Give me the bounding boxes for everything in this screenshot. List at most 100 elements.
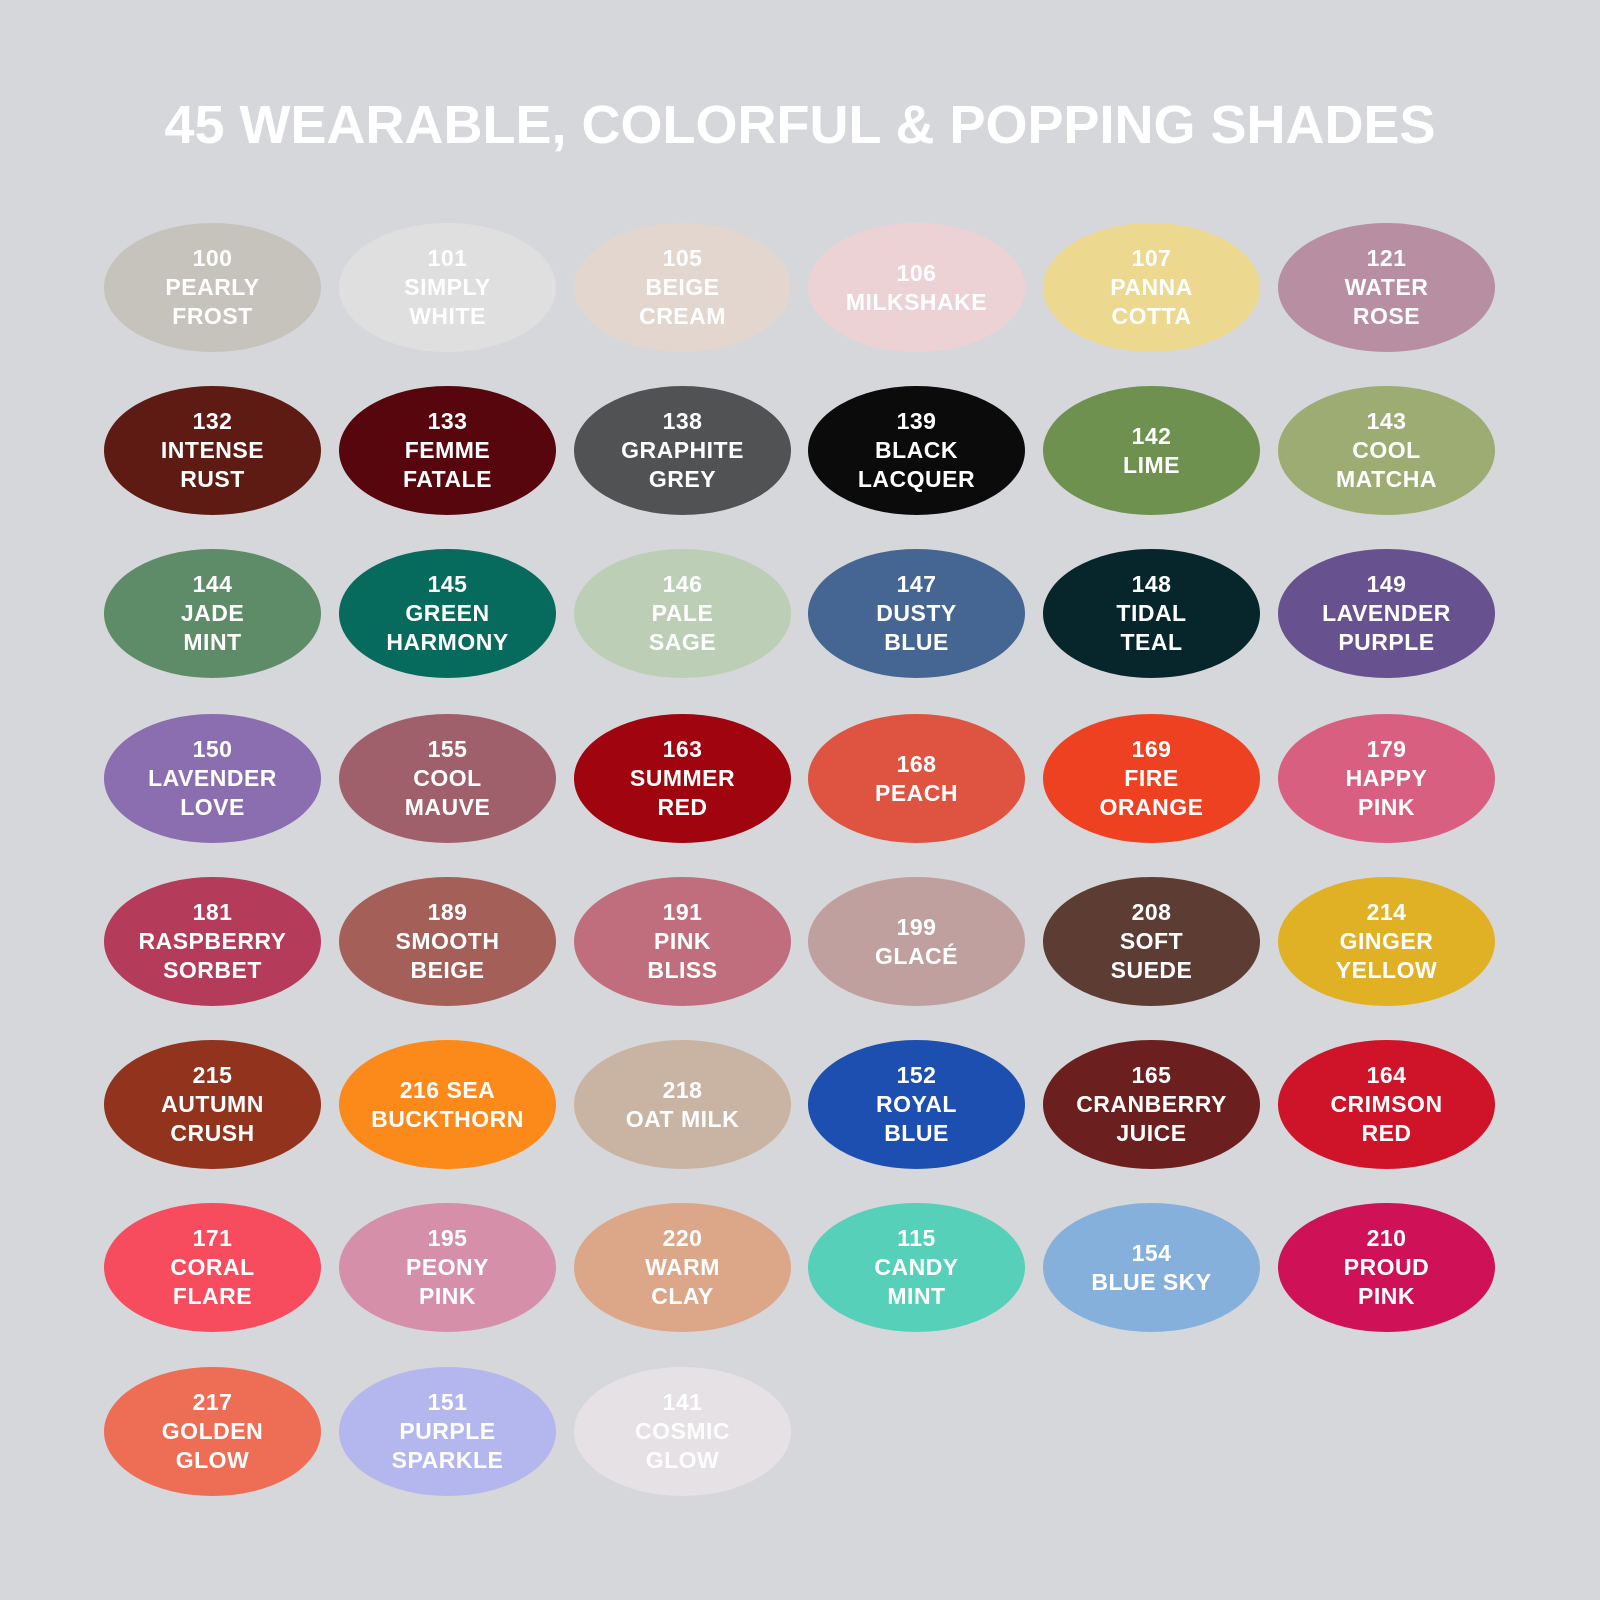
shade-number: 151 xyxy=(427,1389,468,1415)
shade-name: RUST xyxy=(180,466,245,492)
shade-number: 164 xyxy=(1366,1062,1407,1088)
shade-name: LOVE xyxy=(180,794,245,820)
shade-number: 121 xyxy=(1366,245,1407,271)
shade-name: JUICE xyxy=(1116,1120,1187,1146)
shade-name: MINT xyxy=(183,629,242,655)
shade-name: PROUD xyxy=(1343,1254,1430,1280)
shade-name: SUMMER xyxy=(629,765,736,791)
shade-name: ROSE xyxy=(1352,303,1421,329)
shade-number: 163 xyxy=(662,736,703,762)
shade-swatch: 144 JADE MINT xyxy=(104,549,321,678)
shade-name: GREY xyxy=(648,466,717,492)
shade-name: GOLDEN xyxy=(161,1418,264,1444)
shade-swatch: 220 WARM CLAY xyxy=(574,1203,791,1332)
shade-swatch: 181 RASPBERRY SORBET xyxy=(104,877,321,1006)
shade-name: GINGER xyxy=(1339,928,1434,954)
shade-name: WATER xyxy=(1344,274,1429,300)
shade-name: PANNA xyxy=(1110,274,1193,300)
shade-name: SAGE xyxy=(648,629,717,655)
shade-swatch: 154 BLUE SKY xyxy=(1043,1203,1260,1332)
shade-name: LACQUER xyxy=(857,466,976,492)
shade-number: 208 xyxy=(1131,899,1172,925)
shade-name: SOFT xyxy=(1119,928,1184,954)
shade-swatch: 139 BLACK LACQUER xyxy=(808,386,1025,515)
shade-number: 105 xyxy=(662,245,703,271)
shade-number: 189 xyxy=(427,899,468,925)
shade-number: 142 xyxy=(1131,422,1172,449)
shade-name: LAVENDER xyxy=(1322,600,1451,626)
shade-name: TIDAL xyxy=(1116,600,1187,626)
shade-number: 191 xyxy=(662,899,703,925)
shade-name: PEONY xyxy=(405,1254,490,1280)
shade-name: CLAY xyxy=(651,1283,714,1309)
shade-swatch: 215 AUTUMN CRUSH xyxy=(104,1040,321,1169)
shade-name: BLUE SKY xyxy=(1091,1268,1212,1295)
shade-number: 149 xyxy=(1366,571,1407,597)
shade-name: BEIGE xyxy=(410,957,485,983)
shade-name: CANDY xyxy=(874,1254,959,1280)
shade-swatch: 165 CRANBERRY JUICE xyxy=(1043,1040,1260,1169)
shade-name: CRIMSON xyxy=(1330,1091,1443,1117)
shade-name: RED xyxy=(657,794,708,820)
shade-swatch: 152 ROYAL BLUE xyxy=(808,1040,1025,1169)
shade-name: JADE xyxy=(180,600,245,626)
shade-name: BLACK xyxy=(875,437,958,463)
shade-number: 144 xyxy=(192,571,233,597)
shade-swatch: 121 WATER ROSE xyxy=(1278,223,1495,352)
shade-name: CRUSH xyxy=(170,1120,255,1146)
shade-swatch: 107 PANNA COTTA xyxy=(1043,223,1260,352)
shade-number: 217 xyxy=(192,1389,233,1415)
shade-name: AUTUMN xyxy=(161,1091,264,1117)
shade-name: GREEN xyxy=(405,600,490,626)
shade-number: 210 xyxy=(1366,1225,1407,1251)
shade-number: 132 xyxy=(192,408,233,434)
shade-number: 115 xyxy=(897,1225,936,1251)
shade-name: PEACH xyxy=(874,779,958,806)
shade-number: 143 xyxy=(1366,408,1407,434)
shade-number: 179 xyxy=(1366,736,1407,762)
shade-name: GLOW xyxy=(175,1447,250,1473)
shade-swatch: 217 GOLDEN GLOW xyxy=(104,1367,321,1496)
shade-swatch: 210 PROUD PINK xyxy=(1278,1203,1495,1332)
shade-name: HARMONY xyxy=(386,629,509,655)
shade-number: 106 xyxy=(896,259,937,286)
shade-swatch: 145 GREEN HARMONY xyxy=(339,549,556,678)
shade-name: RASPBERRY xyxy=(138,928,287,954)
shade-swatch: 189 SMOOTH BEIGE xyxy=(339,877,556,1006)
shade-name: GRAPHITE xyxy=(621,437,744,463)
shade-name: MINT xyxy=(887,1283,946,1309)
shade-name: SPARKLE xyxy=(391,1447,504,1473)
shade-number: 171 xyxy=(192,1225,233,1251)
shade-swatch: 138 GRAPHITE GREY xyxy=(574,386,791,515)
shade-swatch: 141 COSMIC GLOW xyxy=(574,1367,791,1496)
shade-swatch: 163 SUMMER RED xyxy=(574,714,791,843)
shade-name: FIRE xyxy=(1124,765,1179,791)
shade-name: COTTA xyxy=(1111,303,1192,329)
shade-name: PINK xyxy=(654,928,711,954)
shade-name: HAPPY xyxy=(1345,765,1428,791)
shade-number: 216 SEA xyxy=(399,1076,496,1103)
shade-number: 146 xyxy=(662,571,703,597)
shade-name: PINK xyxy=(1358,1283,1415,1309)
shade-name: SORBET xyxy=(163,957,262,983)
shade-swatch: 149 LAVENDER PURPLE xyxy=(1278,549,1495,678)
shade-swatch: 148 TIDAL TEAL xyxy=(1043,549,1260,678)
shade-number: 145 xyxy=(427,571,468,597)
shade-number: 168 xyxy=(896,750,937,777)
shade-swatch: 216 SEA BUCKTHORN xyxy=(339,1040,556,1169)
shade-number: 165 xyxy=(1131,1062,1172,1088)
shade-number: 147 xyxy=(896,571,937,597)
shade-name: PALE xyxy=(651,600,714,626)
shade-swatch: 208 SOFT SUEDE xyxy=(1043,877,1260,1006)
shade-swatch: 168 PEACH xyxy=(808,714,1025,843)
shade-name: PINK xyxy=(1358,794,1415,820)
shade-swatch: 169 FIRE ORANGE xyxy=(1043,714,1260,843)
shade-name: BLUE xyxy=(884,1120,949,1146)
shade-number: 195 xyxy=(427,1225,468,1251)
shade-name: GLACÉ xyxy=(875,942,958,969)
shade-number: 150 xyxy=(192,736,233,762)
shade-name: CORAL xyxy=(170,1254,255,1280)
shade-swatch: 155 COOL MAUVE xyxy=(339,714,556,843)
shade-name: SIMPLY xyxy=(404,274,491,300)
shade-name: FEMME xyxy=(404,437,491,463)
